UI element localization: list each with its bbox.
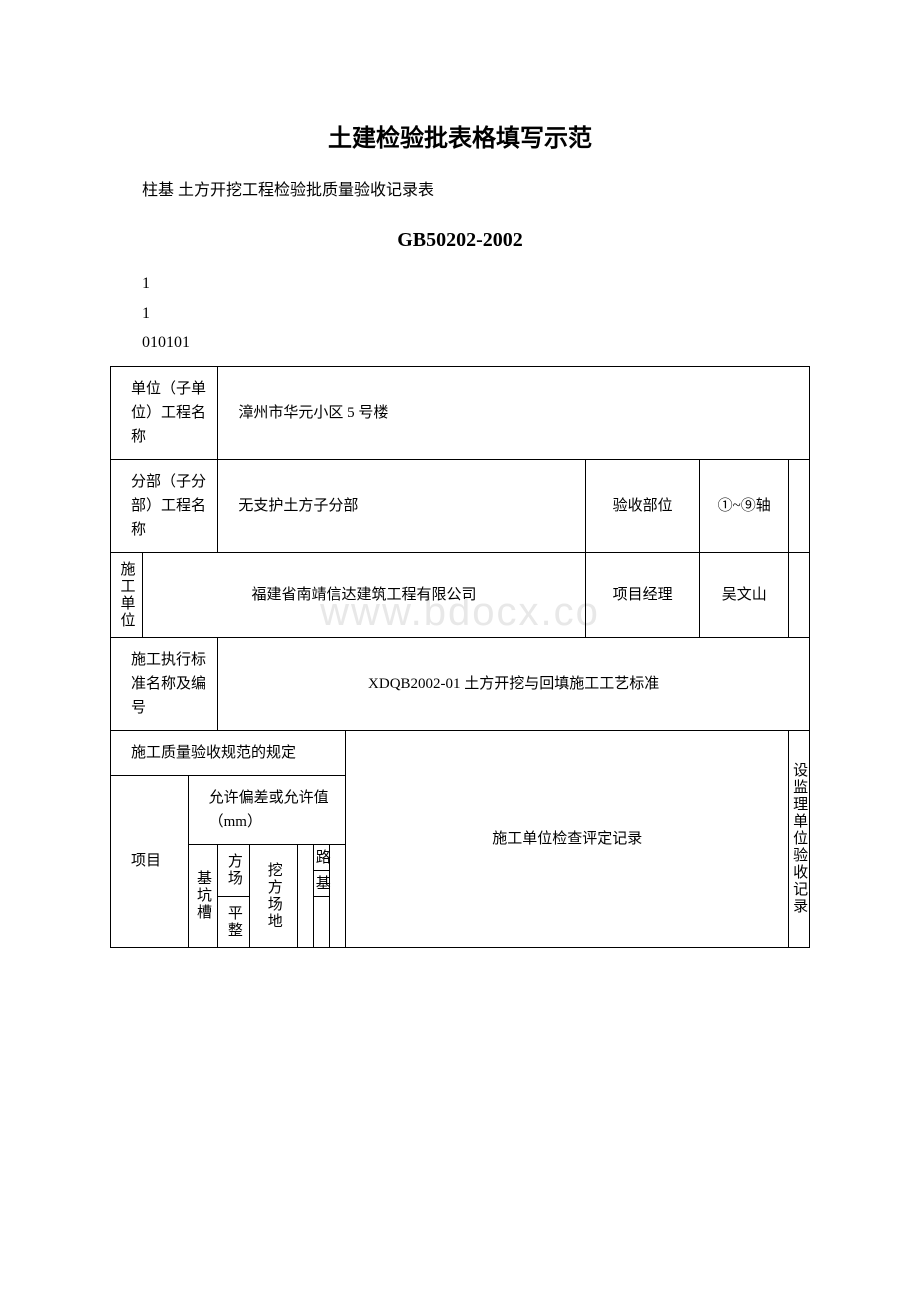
col-base: 基 [314,870,330,896]
table-row: 分部（子分部）工程名称 无支护土方子分部 验收部位 ①~⑨轴 [111,459,810,552]
doc-subtitle: 柱基 土方开挖工程检验批质量验收记录表 [110,178,810,204]
col-foundation-pit: 基坑槽 [188,844,218,947]
unit-project-label: 单位（子单位）工程名称 [111,366,218,459]
table-row: 施工执行标准名称及编号 XDQB2002-01 土方开挖与回填施工工艺标准 [111,637,810,730]
empty-cell [314,896,330,947]
table-row: 施工质量验收规范的规定 施工单位检查评定记录 设监理单位验收记录 [111,730,810,775]
project-item-label: 项目 [111,775,189,947]
empty-cell [330,844,346,947]
construction-unit-value: 福建省南靖信达建筑工程有限公司 [142,552,585,637]
empty-cell [789,552,810,637]
division-project-value: 无支护土方子分部 [218,459,586,552]
col-site-leveling-top: 方场 [218,844,250,896]
project-manager-value: 吴文山 [700,552,789,637]
inspection-table: 单位（子单位）工程名称 漳州市华元小区 5 号楼 分部（子分部）工程名称 无支护… [110,366,810,948]
table-row: 施工单位 福建省南靖信达建筑工程有限公司 项目经理 吴文山 [111,552,810,637]
meta-line-3: 010101 [110,330,810,356]
project-manager-label: 项目经理 [586,552,700,637]
unit-project-value: 漳州市华元小区 5 号楼 [218,366,810,459]
empty-cell [789,459,810,552]
construction-unit-label: 施工单位 [111,552,143,637]
spec-regulation-label: 施工质量验收规范的规定 [111,730,346,775]
meta-line-2: 1 [110,301,810,327]
doc-title: 土建检验批表格填写示范 [110,120,810,158]
meta-line-1: 1 [110,271,810,297]
col-site-leveling-bot: 平整 [218,896,250,947]
acceptance-part-value: ①~⑨轴 [700,459,789,552]
standard-name-value: XDQB2002-01 土方开挖与回填施工工艺标准 [218,637,810,730]
accept-record-label: 设监理单位验收记录 [789,730,810,947]
table-row: 单位（子单位）工程名称 漳州市华元小区 5 号楼 [111,366,810,459]
standard-name-label: 施工执行标准名称及编号 [111,637,218,730]
col-excavation-site: 挖方场地 [250,844,298,947]
eval-record-label: 施工单位检查评定记录 [346,730,789,947]
division-project-label: 分部（子分部）工程名称 [111,459,218,552]
acceptance-part-label: 验收部位 [586,459,700,552]
col-road: 路 [314,844,330,870]
tolerance-label: 允许偏差或允许值（mm） [188,775,346,844]
standard-code: GB50202-2002 [110,224,810,256]
